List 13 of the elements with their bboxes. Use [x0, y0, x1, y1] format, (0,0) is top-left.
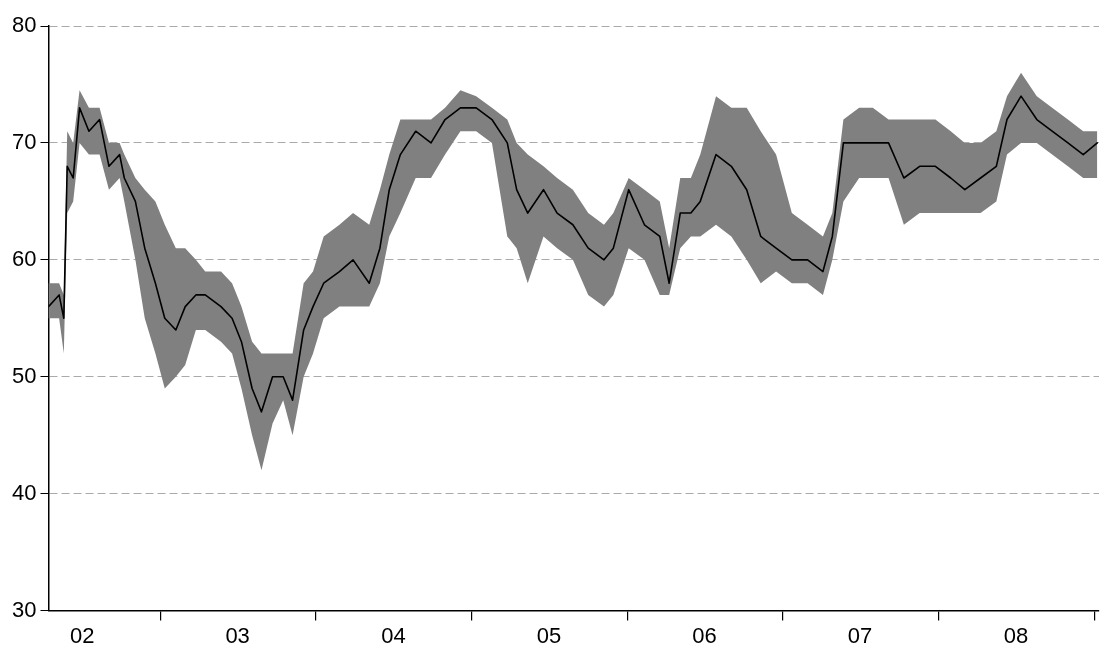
x-tick-label: 08	[1003, 622, 1029, 648]
y-tick-label: 50	[11, 362, 37, 388]
y-tick-label: 40	[11, 479, 37, 505]
y-tick-label: 80	[11, 12, 37, 38]
x-tick-label: 07	[847, 622, 873, 648]
x-tick-label: 05	[536, 622, 562, 648]
x-tick-label: 02	[69, 622, 95, 648]
x-tick-label: 03	[225, 622, 250, 648]
y-tick-label: 30	[11, 596, 37, 622]
x-tick-label: 04	[381, 622, 406, 648]
y-tick-label: 70	[11, 128, 37, 154]
x-tick-label: 06	[692, 622, 717, 648]
y-tick-label: 60	[11, 245, 37, 271]
